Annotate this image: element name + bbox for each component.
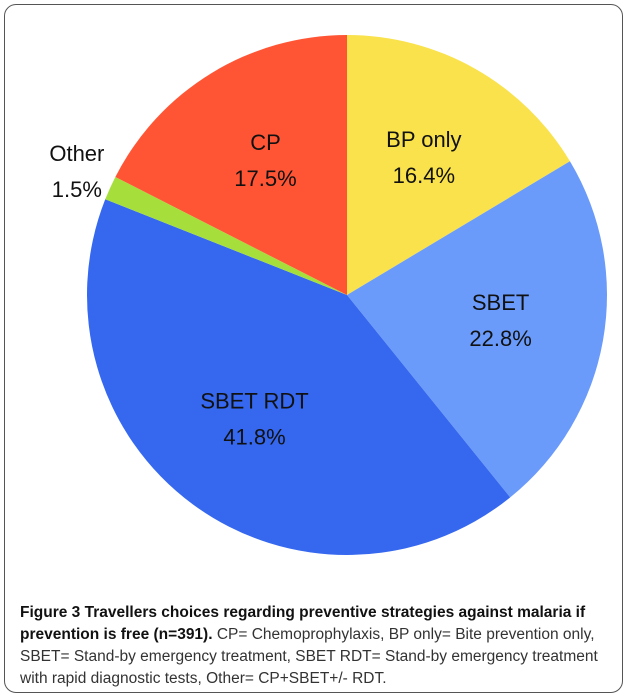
- slice-value-label: 17.5%: [234, 166, 296, 191]
- slice-label: CP: [250, 130, 281, 155]
- slice-label: BP only: [386, 127, 461, 152]
- caption-text: CP= Chemoprophylaxis, BP only= Bite prev…: [20, 626, 598, 687]
- slice-label: SBET RDT: [200, 388, 308, 413]
- caption-title: Travellers choices regarding preventive …: [20, 604, 586, 643]
- figure-frame: [4, 4, 623, 693]
- pie-slice: [86, 199, 511, 556]
- pie-slice: [347, 35, 570, 295]
- pie-slice: [115, 35, 347, 295]
- caption-label: Figure 3: [20, 604, 81, 621]
- slice-label: SBET: [472, 290, 529, 315]
- slice-value-label: 41.8%: [223, 424, 285, 449]
- pie-slice: [105, 176, 347, 295]
- slice-value-label: 22.8%: [469, 326, 531, 351]
- slice-value-label: 16.4%: [393, 163, 455, 188]
- slice-value-label: 1.5%: [52, 177, 102, 202]
- slice-label: Other: [49, 141, 104, 166]
- pie-slice: [347, 161, 607, 498]
- chart: BP only 16.4% SBET 22.8% SBET RDT 41.8% Other 1…: [49, 35, 607, 556]
- caption: Figure 3 Travellers choices regarding pr…: [20, 602, 616, 690]
